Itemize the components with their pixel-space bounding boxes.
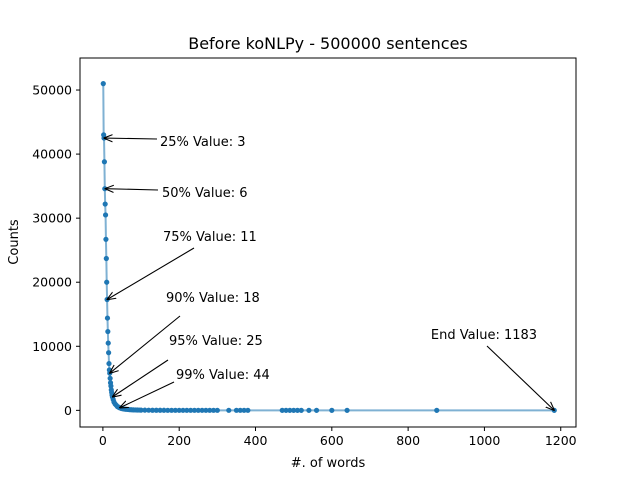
annotation: 90% Value: 18 — [110, 291, 260, 373]
x-tick-label: 1000 — [469, 433, 501, 448]
annotation-label: 90% Value: 18 — [166, 291, 260, 306]
data-point — [106, 350, 112, 356]
data-point — [184, 407, 190, 413]
data-point — [195, 407, 201, 413]
data-point — [142, 407, 148, 413]
y-tick-label: 0 — [64, 403, 72, 418]
annotation-label: 25% Value: 3 — [160, 135, 246, 150]
data-point — [237, 407, 243, 413]
data-point — [298, 407, 304, 413]
data-point — [146, 407, 152, 413]
annotation-label: End Value: 1183 — [431, 328, 537, 343]
data-point — [102, 201, 108, 207]
data-point — [226, 407, 232, 413]
x-tick-label: 0 — [99, 433, 107, 448]
data-point — [107, 375, 113, 381]
y-tick-label: 30000 — [32, 211, 72, 226]
data-point — [105, 340, 111, 346]
annotation: 99% Value: 44 — [120, 368, 270, 408]
x-tick-label: 1200 — [545, 433, 577, 448]
data-point — [103, 255, 109, 262]
data-point — [180, 407, 186, 413]
annotation-layer: 25% Value: 3 50% Value: 6 75% Value: 11 90%… — [104, 135, 554, 410]
data-point — [157, 407, 163, 413]
data-point — [294, 407, 301, 413]
data-point — [108, 383, 114, 389]
annotation: 50% Value: 6 — [105, 186, 248, 201]
data-point — [233, 407, 240, 413]
data-point — [161, 407, 167, 413]
data-point — [207, 407, 213, 413]
y-tick-label: 20000 — [32, 275, 72, 290]
series-line — [102, 83, 555, 412]
data-point — [203, 407, 209, 413]
data-point — [104, 279, 110, 285]
data-point — [344, 407, 350, 413]
annotation-arrow — [104, 138, 158, 139]
data-point — [138, 407, 144, 413]
annotation: 95% Value: 25 — [112, 334, 263, 397]
y-tick-label: 40000 — [32, 147, 72, 162]
annotation-arrow — [105, 189, 159, 190]
data-point — [106, 360, 112, 367]
data-point — [306, 407, 312, 413]
axis-ticks: 0 200 400 600 800 1000 1200 0 10000 20000 30000 400… — [32, 83, 576, 448]
annotation-arrow — [110, 315, 181, 373]
data-point — [313, 407, 320, 413]
data-point — [287, 407, 293, 413]
chart-title: Before koNLPy - 500000 sentences — [188, 34, 468, 53]
data-point — [149, 407, 156, 413]
data-point — [153, 407, 159, 413]
data-point — [199, 407, 205, 413]
data-point — [103, 236, 109, 242]
data-point — [291, 407, 297, 413]
data-point — [241, 407, 247, 413]
data-point — [176, 407, 182, 413]
x-tick-label: 200 — [167, 433, 191, 448]
annotation-arrow — [112, 359, 169, 397]
annotation-arrow — [120, 381, 175, 408]
y-tick-label: 50000 — [32, 83, 72, 98]
data-point — [188, 407, 194, 413]
annotation-label: 50% Value: 6 — [162, 186, 248, 201]
data-point — [245, 407, 251, 413]
annotation-arrow — [107, 247, 195, 300]
data-point — [191, 407, 198, 413]
x-tick-label: 400 — [244, 433, 268, 448]
data-point — [210, 407, 217, 413]
y-tick-label: 10000 — [32, 339, 72, 354]
data-point — [279, 407, 285, 413]
annotation: 25% Value: 3 — [104, 135, 246, 150]
data-point — [102, 212, 109, 218]
annotation-arrow — [486, 345, 554, 410]
data-point — [214, 407, 220, 413]
data-point — [105, 328, 111, 335]
annotation: End Value: 1183 — [431, 328, 554, 410]
x-tick-label: 600 — [320, 433, 344, 448]
annotation-label: 99% Value: 44 — [176, 368, 270, 383]
data-point — [329, 407, 335, 413]
data-point — [101, 159, 108, 165]
data-point — [100, 81, 106, 87]
data-point — [165, 407, 171, 413]
data-point — [168, 407, 175, 413]
annotation: 75% Value: 11 — [107, 230, 257, 300]
annotation-label: 95% Value: 25 — [169, 334, 263, 349]
series-layer — [100, 81, 557, 413]
data-point — [172, 407, 178, 413]
x-axis-label: #. of words — [291, 456, 366, 471]
data-point — [283, 407, 289, 413]
data-point — [434, 407, 440, 413]
annotation-label: 75% Value: 11 — [163, 230, 257, 245]
data-point — [104, 315, 111, 321]
x-tick-label: 800 — [396, 433, 420, 448]
plot-frame — [79, 57, 577, 428]
y-axis-label: Counts — [7, 219, 22, 265]
